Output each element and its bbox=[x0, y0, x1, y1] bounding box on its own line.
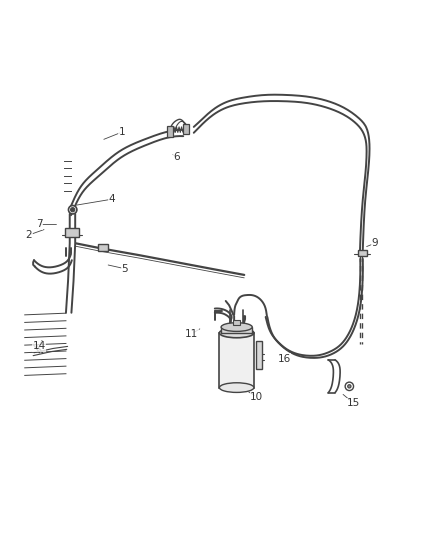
Text: 5: 5 bbox=[121, 264, 128, 273]
Circle shape bbox=[71, 208, 75, 212]
FancyBboxPatch shape bbox=[65, 228, 78, 237]
Ellipse shape bbox=[221, 322, 252, 332]
Circle shape bbox=[345, 382, 353, 391]
Bar bbox=[233, 320, 240, 325]
Circle shape bbox=[68, 206, 77, 214]
Ellipse shape bbox=[219, 383, 254, 392]
Text: 15: 15 bbox=[347, 398, 360, 408]
Text: 10: 10 bbox=[250, 392, 263, 402]
Text: 11: 11 bbox=[185, 329, 198, 339]
Text: 16: 16 bbox=[278, 354, 291, 364]
Circle shape bbox=[348, 385, 351, 388]
Text: 4: 4 bbox=[109, 194, 115, 204]
Text: 9: 9 bbox=[371, 238, 378, 248]
Bar bbox=[256, 341, 262, 369]
Bar bbox=[219, 333, 254, 387]
Text: 6: 6 bbox=[173, 152, 180, 162]
Text: 1: 1 bbox=[119, 127, 126, 137]
Bar bbox=[183, 124, 189, 134]
Text: 7: 7 bbox=[36, 220, 42, 229]
Text: 14: 14 bbox=[32, 342, 46, 351]
Ellipse shape bbox=[219, 328, 254, 338]
Text: 2: 2 bbox=[26, 230, 32, 240]
Bar bbox=[221, 327, 252, 333]
Bar bbox=[167, 126, 173, 137]
FancyBboxPatch shape bbox=[98, 244, 109, 251]
FancyBboxPatch shape bbox=[358, 249, 367, 256]
